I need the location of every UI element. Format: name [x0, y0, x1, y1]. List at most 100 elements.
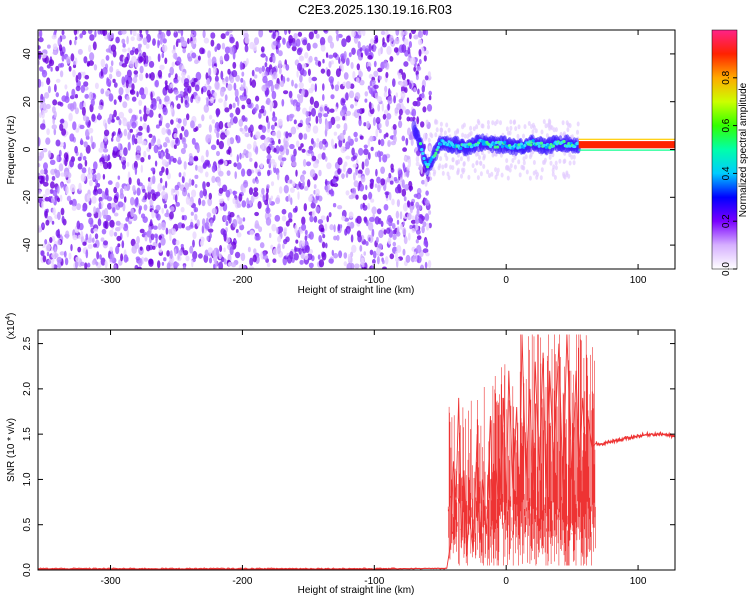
noise-speckle	[121, 30, 127, 35]
noise-speckle	[272, 31, 276, 40]
track-point	[562, 139, 566, 144]
noise-speckle	[475, 160, 479, 166]
noise-speckle	[314, 30, 318, 35]
noise-speckle	[231, 70, 238, 78]
noise-speckle	[466, 156, 470, 162]
noise-speckle	[221, 42, 226, 50]
noise-speckle	[238, 264, 243, 269]
noise-speckle	[38, 55, 41, 60]
noise-speckle	[223, 247, 226, 253]
noise-speckle	[191, 137, 196, 145]
noise-speckle	[254, 67, 260, 72]
noise-speckle	[104, 122, 108, 130]
noise-speckle	[462, 122, 466, 128]
noise-speckle	[322, 234, 326, 239]
noise-speckle	[104, 260, 108, 269]
noise-speckle	[387, 237, 392, 245]
noise-speckle	[74, 260, 78, 269]
noise-speckle	[214, 81, 220, 90]
noise-speckle	[131, 121, 137, 129]
noise-speckle	[441, 164, 445, 170]
noise-speckle	[364, 158, 369, 167]
noise-speckle	[260, 162, 264, 169]
noise-speckle	[336, 33, 340, 42]
noise-speckle	[382, 259, 385, 265]
noise-speckle	[377, 243, 383, 250]
y-tick-label: -40	[22, 237, 33, 252]
noise-speckle	[318, 259, 325, 268]
noise-speckle	[211, 89, 214, 95]
noise-speckle	[136, 178, 141, 186]
noise-speckle	[548, 125, 552, 131]
noise-speckle	[177, 222, 183, 229]
noise-speckle	[129, 50, 135, 56]
noise-speckle	[109, 66, 114, 73]
noise-speckle	[73, 60, 76, 66]
noise-speckle	[175, 137, 179, 144]
noise-speckle	[289, 113, 295, 119]
noise-speckle	[164, 193, 168, 202]
colorbar-tick-label: 0.4	[721, 166, 732, 180]
noise-speckle	[291, 161, 297, 167]
noise-speckle	[137, 131, 143, 136]
noise-speckle	[230, 152, 233, 158]
noise-speckle	[232, 61, 237, 69]
noise-speckle	[101, 209, 106, 217]
noise-speckle	[300, 90, 305, 98]
noise-speckle	[134, 166, 138, 176]
noise-speckle	[525, 169, 529, 175]
noise-speckle	[451, 165, 455, 171]
noise-speckle	[315, 206, 320, 214]
noise-speckle	[255, 146, 259, 155]
noise-speckle	[418, 39, 423, 46]
noise-speckle	[423, 55, 427, 62]
x-tick-label: -100	[364, 275, 384, 286]
noise-speckle	[126, 121, 132, 129]
noise-speckle	[157, 260, 161, 269]
noise-speckle	[217, 176, 221, 183]
y-tick-label: 40	[22, 48, 33, 60]
noise-speckle	[357, 30, 363, 36]
noise-speckle	[335, 30, 339, 35]
noise-speckle	[305, 245, 310, 253]
noise-speckle	[241, 71, 245, 77]
noise-speckle	[52, 207, 56, 216]
noise-speckle	[79, 124, 85, 130]
noise-speckle	[183, 171, 186, 178]
noise-speckle	[80, 261, 85, 267]
noise-speckle	[242, 217, 246, 222]
noise-speckle	[388, 88, 391, 97]
noise-speckle	[463, 133, 467, 139]
noise-speckle	[100, 257, 106, 266]
track-point	[548, 146, 552, 150]
noise-speckle	[110, 202, 116, 209]
noise-speckle	[207, 197, 213, 207]
noise-speckle	[376, 176, 381, 184]
noise-speckle	[182, 188, 188, 197]
noise-speckle	[157, 150, 162, 157]
noise-speckle	[194, 84, 200, 92]
noise-speckle	[357, 169, 363, 175]
noise-speckle	[460, 173, 463, 179]
noise-speckle	[367, 152, 371, 160]
noise-speckle	[255, 234, 261, 241]
noise-speckle	[172, 53, 178, 59]
noise-speckle	[181, 175, 185, 184]
noise-speckle	[88, 44, 92, 53]
noise-speckle	[186, 113, 190, 121]
noise-speckle	[362, 204, 368, 211]
noise-speckle	[432, 171, 436, 177]
noise-speckle	[394, 37, 400, 45]
noise-speckle	[165, 122, 170, 129]
noise-speckle	[131, 136, 135, 146]
noise-speckle	[532, 160, 536, 165]
noise-speckle	[318, 169, 322, 177]
noise-speckle	[252, 191, 259, 197]
noise-speckle	[98, 104, 104, 111]
noise-speckle	[69, 159, 74, 168]
noise-speckle	[224, 107, 230, 113]
noise-speckle	[149, 219, 153, 226]
noise-speckle	[323, 113, 329, 118]
noise-speckle	[415, 239, 419, 244]
noise-speckle	[316, 138, 320, 143]
